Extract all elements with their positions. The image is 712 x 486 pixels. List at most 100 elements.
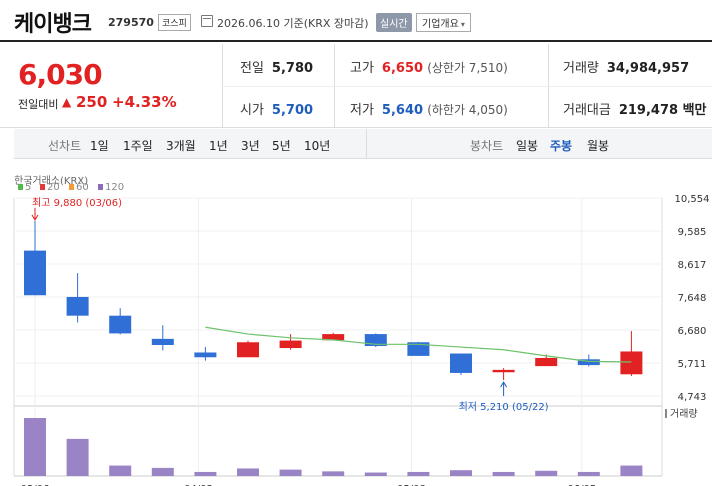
up-triangle-icon: ▲ [62, 95, 72, 109]
volume-bar [109, 465, 132, 476]
ma-legend-swatch [40, 184, 45, 190]
low-annotation: 최저 5,210 (05/22) [459, 401, 549, 413]
stat-volume: 거래량 34,984,957 [563, 57, 689, 76]
stat-low: 저가 5,640 (하한가 4,050) [350, 99, 508, 118]
y-tick-label: 10,554 [675, 194, 710, 205]
candle-body [577, 359, 600, 366]
stock-code: 279570 [108, 16, 154, 29]
candle-body [194, 352, 217, 358]
candle-body [24, 250, 46, 296]
volume-bar [492, 471, 515, 476]
volume-bar [407, 471, 430, 476]
stat-label: 거래대금 [563, 103, 611, 118]
candle-body [364, 334, 387, 347]
candle-body [620, 351, 643, 375]
volume-bar [151, 467, 174, 476]
x-tick-label: 06/05 [567, 484, 596, 486]
candle-body [151, 338, 174, 345]
tab-3months[interactable]: 3개월 [166, 139, 196, 153]
y-tick-label: 7,648 [678, 293, 707, 304]
candle-body [492, 369, 515, 373]
stat-value: 34,984,957 [606, 61, 690, 76]
volume-bar [620, 465, 643, 476]
candle-body [109, 315, 132, 334]
date-info: 2026.06.10 기준(KRX 장마감) [217, 17, 369, 30]
ma-legend-swatch [18, 184, 23, 190]
volume-bar [24, 418, 46, 476]
x-tick-label: 05/08 [397, 484, 426, 486]
divider [222, 44, 223, 127]
divider [222, 86, 712, 87]
candle-body [279, 340, 302, 349]
corp-info-label: 기업개요 [422, 19, 459, 30]
change-value: 250 [76, 93, 108, 111]
stat-label: 거래량 [563, 61, 599, 76]
stat-sub: (하한가 4,050) [427, 103, 508, 117]
y-tick-label: 8,617 [678, 260, 707, 271]
volume-bar [450, 470, 472, 476]
high-arrow-head [31, 214, 39, 221]
y-tick-label: 4,743 [678, 392, 707, 403]
stat-prev: 전일 5,780 [240, 57, 313, 76]
line-chart-label: 선차트 [48, 139, 82, 153]
volume-bar [279, 469, 302, 476]
divider [366, 129, 367, 159]
candle-body [450, 353, 472, 373]
chart-period-tabs: 선차트 1일 1주일 3개월 1년 3년 5년 10년 봉차트 일봉 주봉 월봉 [14, 129, 712, 159]
stat-value: 5,780 [271, 61, 314, 76]
ma-legend-swatch [69, 184, 74, 190]
candle-body [407, 342, 430, 356]
tab-1week[interactable]: 1주일 [123, 139, 153, 153]
tab-3years[interactable]: 3년 [241, 139, 260, 153]
stat-label: 고가 [350, 61, 374, 76]
realtime-button[interactable]: 실시간 [376, 13, 412, 32]
ma5-line [205, 326, 632, 363]
tab-daily[interactable]: 일봉 [516, 139, 539, 153]
y-tick-label: 5,711 [678, 359, 707, 370]
volume-legend-marker [665, 409, 667, 418]
volume-bar [194, 471, 217, 476]
x-tick-label: 03/06 [21, 484, 50, 486]
stat-label: 전일 [240, 61, 264, 76]
stock-chart[interactable]: 한국거래소(KRX)5 20 60 1204,7435,7116,6807,6488,… [0, 170, 712, 486]
volume-bar [237, 468, 259, 476]
stat-label: 저가 [350, 103, 374, 118]
stock-name: 케이뱅크 [14, 12, 92, 37]
candle-chart-label: 봉차트 [470, 139, 504, 153]
stat-label: 시가 [240, 103, 264, 118]
tab-5years[interactable]: 5년 [272, 139, 291, 153]
volume-bar [535, 470, 558, 476]
stat-value: 6,650 [381, 61, 424, 76]
current-price: 6,030 [18, 58, 103, 91]
y-tick-label: 9,585 [678, 227, 707, 238]
tab-1day[interactable]: 1일 [90, 139, 109, 153]
volume-bar [66, 438, 89, 476]
stat-value: 219,478 백만 [618, 103, 707, 118]
volume-bar [577, 471, 600, 476]
corp-info-dropdown[interactable]: 기업개요 ▾ [416, 13, 471, 32]
ma-legend-label: 5 [25, 182, 31, 193]
volume-bar [322, 471, 345, 476]
tab-monthly[interactable]: 월봉 [587, 139, 610, 153]
ma-legend-label: 120 [105, 182, 124, 193]
stat-value: 5,640 [381, 103, 424, 118]
stat-value: 5,700 [271, 103, 314, 118]
stat-high: 고가 6,650 (상한가 7,510) [350, 57, 508, 76]
calendar-icon [201, 15, 213, 27]
market-badge: 코스피 [158, 14, 191, 31]
low-arrow-head [500, 381, 508, 388]
change-label: 전일대비 [18, 98, 59, 111]
tab-10years[interactable]: 10년 [304, 139, 331, 153]
price-summary: 6,030 전일대비 ▲ 250 +4.33% 전일 5,780 시가 5,700 … [0, 44, 712, 128]
ma-legend-label: 60 [76, 182, 89, 193]
divider [334, 44, 335, 127]
candle-body [322, 334, 345, 341]
candle-body [237, 342, 259, 358]
y-tick-label: 6,680 [678, 326, 707, 337]
chevron-down-icon: ▾ [460, 20, 465, 29]
tab-weekly[interactable]: 주봉 [550, 139, 573, 153]
divider [548, 44, 549, 127]
tab-1year[interactable]: 1년 [209, 139, 228, 153]
stock-header: 케이뱅크 279570 코스피 2026.06.10 기준(KRX 장마감) 실… [0, 0, 712, 42]
x-tick-label: 04/03 [184, 484, 213, 486]
